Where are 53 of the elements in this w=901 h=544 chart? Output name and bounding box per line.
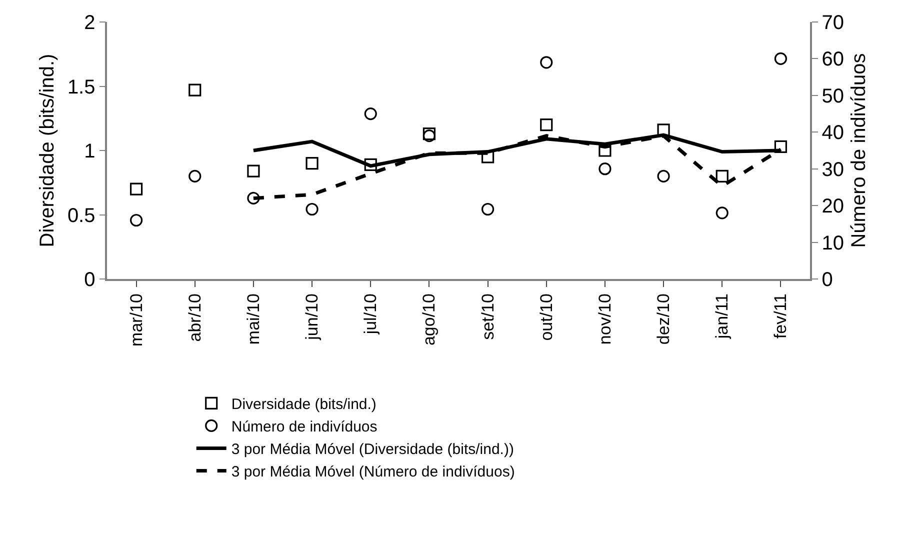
y2-tick-label: 60 bbox=[822, 48, 844, 71]
y2-tick-label: 0 bbox=[822, 269, 833, 291]
x-tick-label: fev/11 bbox=[771, 294, 790, 339]
y-axis-title: Diversidade (bits/ind.) bbox=[36, 54, 58, 248]
legend-label: Diversidade (bits/ind.) bbox=[231, 396, 376, 414]
x-tick-label: mar/10 bbox=[126, 294, 146, 346]
point bbox=[657, 124, 670, 136]
x-tick-label: ago/10 bbox=[420, 294, 439, 346]
point bbox=[188, 84, 202, 96]
point bbox=[247, 192, 260, 205]
point bbox=[657, 170, 670, 182]
point bbox=[364, 107, 377, 120]
x-tick-label: mai/10 bbox=[244, 294, 263, 345]
y-tick-label: 2 bbox=[84, 12, 96, 34]
x-tick-label: jul/10 bbox=[361, 294, 380, 336]
y2-tick-label: 10 bbox=[822, 232, 844, 254]
legend-label: 3 por Média Móvel (Número de indivíduos) bbox=[231, 464, 515, 481]
y-tick-label: 1.5 bbox=[67, 76, 96, 98]
point bbox=[306, 202, 318, 216]
x-tick-label: abr/10 bbox=[185, 294, 204, 342]
point bbox=[364, 158, 377, 171]
point bbox=[598, 162, 612, 176]
x-tick-label: nov/10 bbox=[595, 294, 614, 345]
x-tick-label: dez/10 bbox=[654, 294, 674, 345]
y2-tick-label: 20 bbox=[822, 196, 844, 218]
y2-axis-title: Número de indivíduos bbox=[848, 53, 870, 248]
y-tick-label: 0 bbox=[84, 269, 96, 291]
point bbox=[130, 214, 143, 227]
point bbox=[774, 140, 788, 153]
point bbox=[774, 52, 788, 66]
point bbox=[540, 118, 553, 132]
legend-label: Número de indivíduos bbox=[231, 418, 378, 436]
y-tick-label: 0.5 bbox=[67, 204, 96, 227]
legend-label: 3 por Média Móvel (Diversidade (bits/ind.)) bbox=[231, 441, 514, 458]
point bbox=[716, 170, 728, 182]
y2-tick-label: 70 bbox=[822, 12, 844, 34]
x-tick-label: jan/11 bbox=[712, 294, 732, 340]
point bbox=[540, 56, 553, 69]
point bbox=[598, 144, 612, 157]
x-tick-label: out/10 bbox=[536, 294, 556, 341]
point bbox=[481, 150, 494, 164]
x-tick-label: jun/10 bbox=[302, 294, 322, 341]
point bbox=[247, 164, 260, 178]
point bbox=[306, 157, 318, 170]
point bbox=[130, 182, 143, 196]
point bbox=[716, 206, 728, 220]
y2-tick-label: 30 bbox=[822, 158, 844, 181]
y2-tick-label: 40 bbox=[822, 122, 844, 144]
point bbox=[481, 202, 494, 216]
x-tick-label: set/10 bbox=[478, 294, 498, 340]
y2-tick-label: 50 bbox=[822, 85, 844, 108]
y-tick-label: 1 bbox=[84, 140, 96, 162]
point bbox=[188, 170, 202, 182]
